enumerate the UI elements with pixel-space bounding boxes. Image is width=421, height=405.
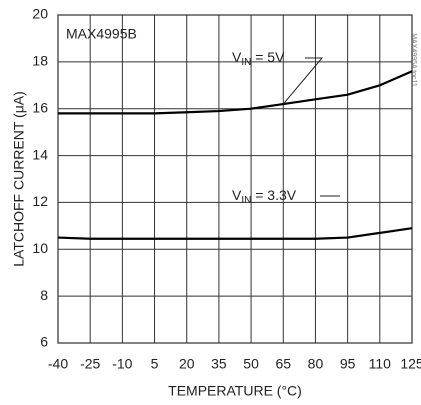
series-label-part: IN (241, 57, 251, 68)
x-tick-label: 95 (340, 356, 356, 372)
series-label-part: = 5V (251, 49, 285, 65)
y-tick-label: 12 (32, 193, 48, 209)
x-tick-label: -25 (80, 356, 100, 372)
y-axis-label: LATCHOFF CURRENT (μA) (11, 91, 27, 267)
y-tick-label: 18 (32, 53, 48, 69)
x-tick-label: 35 (211, 356, 227, 372)
x-tick-label: 80 (308, 356, 324, 372)
x-tick-label: 125 (400, 356, 421, 372)
series-label: VIN = 5V (232, 49, 285, 68)
x-tick-label: 5 (151, 356, 159, 372)
chart-title: MAX4995B (66, 26, 137, 42)
series-label: VIN = 3.3V (232, 187, 297, 206)
y-tick-label: 16 (32, 99, 48, 115)
x-axis-label: TEMPERATURE (°C) (168, 383, 302, 399)
series-label-part: V (232, 187, 242, 203)
series-label-part: V (232, 49, 242, 65)
y-tick-label: 6 (40, 334, 48, 350)
series-label-part: = 3.3V (251, 187, 296, 203)
x-tick-label: 65 (275, 356, 291, 372)
series-label-part: IN (241, 195, 251, 206)
y-tick-label: 14 (32, 146, 48, 162)
y-tick-label: 10 (32, 240, 48, 256)
x-tick-label: -10 (112, 356, 132, 372)
x-tick-label: -40 (48, 356, 68, 372)
data-line (58, 70, 413, 115)
x-tick-label: 50 (243, 356, 259, 372)
label-leader (282, 57, 324, 105)
chart-id: MAX4995A toc11 (410, 33, 417, 87)
data-line (57, 227, 413, 240)
x-tick-label: 110 (369, 356, 392, 372)
x-tick-label: 20 (179, 356, 195, 372)
y-tick-label: 8 (40, 287, 48, 303)
y-tick-label: 20 (32, 6, 48, 22)
